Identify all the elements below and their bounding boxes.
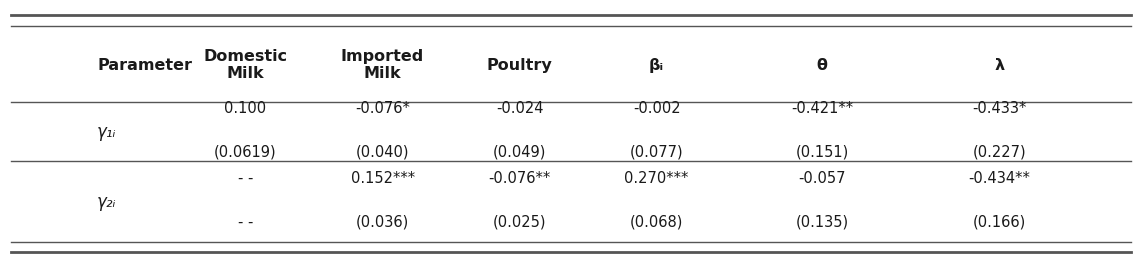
Text: (0.068): (0.068) — [630, 215, 683, 230]
Text: Imported
Milk: Imported Milk — [341, 49, 424, 81]
Text: 0.270***: 0.270*** — [625, 171, 689, 186]
Text: -0.434**: -0.434** — [968, 171, 1030, 186]
Text: (0.135): (0.135) — [796, 215, 849, 230]
Text: - -: - - — [238, 171, 254, 186]
Text: Domestic
Milk: Domestic Milk — [203, 49, 288, 81]
Text: (0.040): (0.040) — [356, 145, 409, 160]
Text: Parameter: Parameter — [97, 58, 192, 73]
Text: γ₁ᵢ: γ₁ᵢ — [97, 123, 116, 141]
Text: -0.433*: -0.433* — [972, 101, 1027, 116]
Text: -0.076**: -0.076** — [489, 171, 550, 186]
Text: (0.025): (0.025) — [493, 215, 546, 230]
Text: (0.166): (0.166) — [973, 215, 1026, 230]
Text: Poultry: Poultry — [486, 58, 553, 73]
Text: (0.077): (0.077) — [630, 145, 683, 160]
Text: (0.0619): (0.0619) — [215, 145, 276, 160]
Text: -0.421**: -0.421** — [791, 101, 853, 116]
Text: -0.024: -0.024 — [496, 101, 544, 116]
Text: -0.002: -0.002 — [633, 101, 681, 116]
Text: (0.151): (0.151) — [796, 145, 849, 160]
Text: βᵢ: βᵢ — [649, 58, 665, 73]
Text: (0.227): (0.227) — [973, 145, 1026, 160]
Text: 0.100: 0.100 — [225, 101, 266, 116]
Text: 0.152***: 0.152*** — [351, 171, 415, 186]
Text: γ₂ᵢ: γ₂ᵢ — [97, 193, 116, 211]
Text: (0.036): (0.036) — [356, 215, 409, 230]
Text: (0.049): (0.049) — [493, 145, 546, 160]
Text: λ: λ — [995, 58, 1004, 73]
Text: -0.076*: -0.076* — [355, 101, 410, 116]
Text: θ: θ — [817, 58, 828, 73]
Text: - -: - - — [238, 215, 254, 230]
Text: -0.057: -0.057 — [798, 171, 846, 186]
